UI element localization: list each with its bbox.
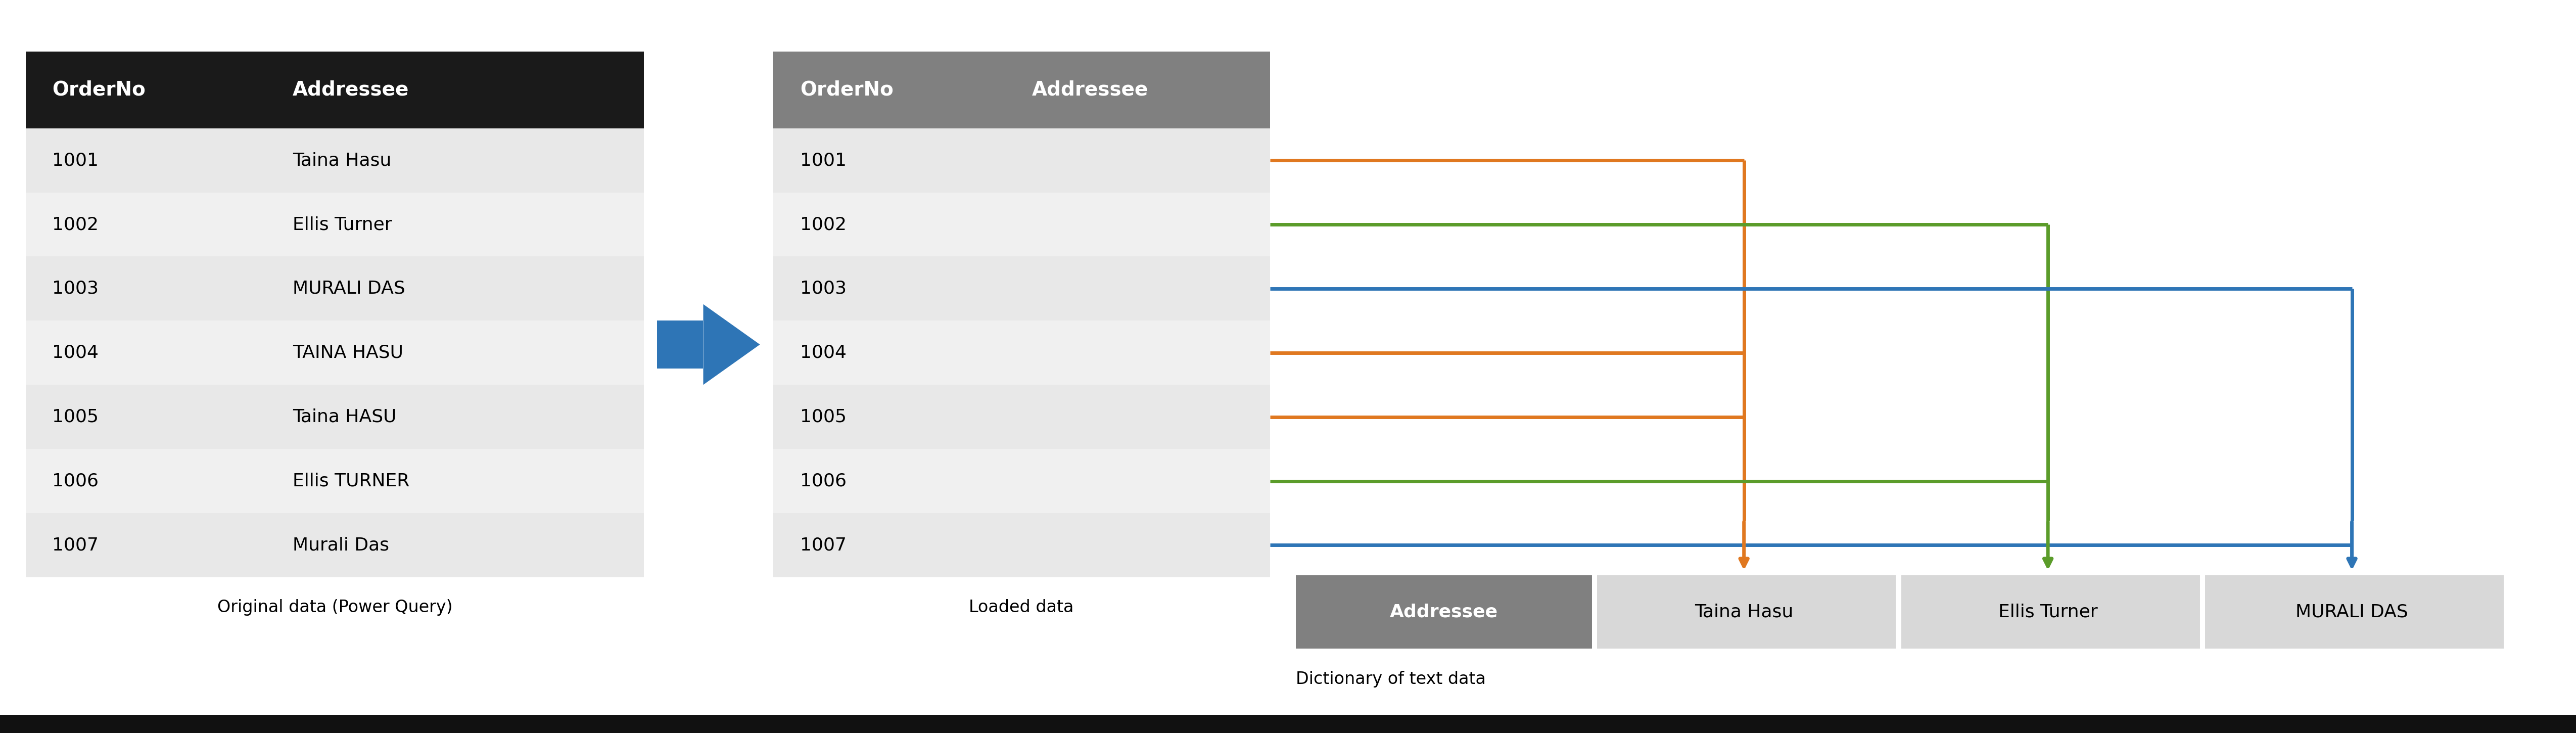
Text: MURALI DAS: MURALI DAS (294, 280, 404, 297)
FancyBboxPatch shape (26, 321, 644, 385)
Text: 1007: 1007 (801, 537, 848, 553)
FancyBboxPatch shape (773, 128, 1270, 193)
Text: Dictionary of text data: Dictionary of text data (1296, 671, 1486, 688)
FancyBboxPatch shape (773, 51, 1270, 128)
FancyBboxPatch shape (1296, 575, 1592, 649)
Text: Ellis TURNER: Ellis TURNER (294, 473, 410, 490)
Text: Addressee: Addressee (1033, 80, 1149, 100)
Text: 1001: 1001 (52, 152, 98, 169)
Text: TAINA HASU: TAINA HASU (294, 345, 404, 361)
Text: 1002: 1002 (52, 216, 98, 233)
FancyBboxPatch shape (773, 449, 1270, 513)
Text: Murali Das: Murali Das (294, 537, 389, 553)
FancyBboxPatch shape (773, 513, 1270, 577)
Text: 1001: 1001 (801, 152, 848, 169)
FancyBboxPatch shape (2205, 575, 2504, 649)
Text: 1007: 1007 (52, 537, 98, 553)
FancyBboxPatch shape (1597, 575, 1896, 649)
FancyBboxPatch shape (773, 321, 1270, 385)
FancyBboxPatch shape (773, 385, 1270, 449)
FancyBboxPatch shape (26, 513, 644, 577)
Text: 1003: 1003 (801, 280, 848, 297)
Text: Taina HASU: Taina HASU (294, 408, 397, 425)
Text: 1003: 1003 (52, 280, 98, 297)
Text: 1002: 1002 (801, 216, 848, 233)
Text: Ellis Turner: Ellis Turner (294, 216, 392, 233)
Text: 1005: 1005 (52, 408, 98, 425)
Text: Taina Hasu: Taina Hasu (294, 152, 392, 169)
Polygon shape (703, 304, 760, 385)
Text: Original data (Power Query): Original data (Power Query) (216, 599, 453, 616)
Text: Taina Hasu: Taina Hasu (1695, 603, 1793, 621)
FancyBboxPatch shape (773, 192, 1270, 257)
FancyBboxPatch shape (26, 192, 644, 257)
Text: MURALI DAS: MURALI DAS (2295, 603, 2409, 621)
Text: Addressee: Addressee (294, 80, 410, 100)
Polygon shape (657, 320, 703, 369)
Text: 1006: 1006 (801, 473, 848, 490)
FancyBboxPatch shape (26, 385, 644, 449)
Text: Addressee: Addressee (1388, 603, 1499, 621)
FancyBboxPatch shape (26, 128, 644, 193)
Text: OrderNo: OrderNo (801, 80, 894, 100)
Text: 1005: 1005 (801, 408, 848, 425)
FancyBboxPatch shape (1901, 575, 2200, 649)
Text: Loaded data: Loaded data (969, 599, 1074, 616)
FancyBboxPatch shape (0, 715, 2576, 733)
Text: 1006: 1006 (52, 473, 98, 490)
FancyBboxPatch shape (26, 257, 644, 321)
FancyBboxPatch shape (26, 449, 644, 513)
FancyBboxPatch shape (773, 257, 1270, 321)
Text: 1004: 1004 (801, 345, 848, 361)
Text: OrderNo: OrderNo (52, 80, 144, 100)
Text: 1004: 1004 (52, 345, 98, 361)
Text: Ellis Turner: Ellis Turner (1999, 603, 2097, 621)
FancyBboxPatch shape (26, 51, 644, 128)
